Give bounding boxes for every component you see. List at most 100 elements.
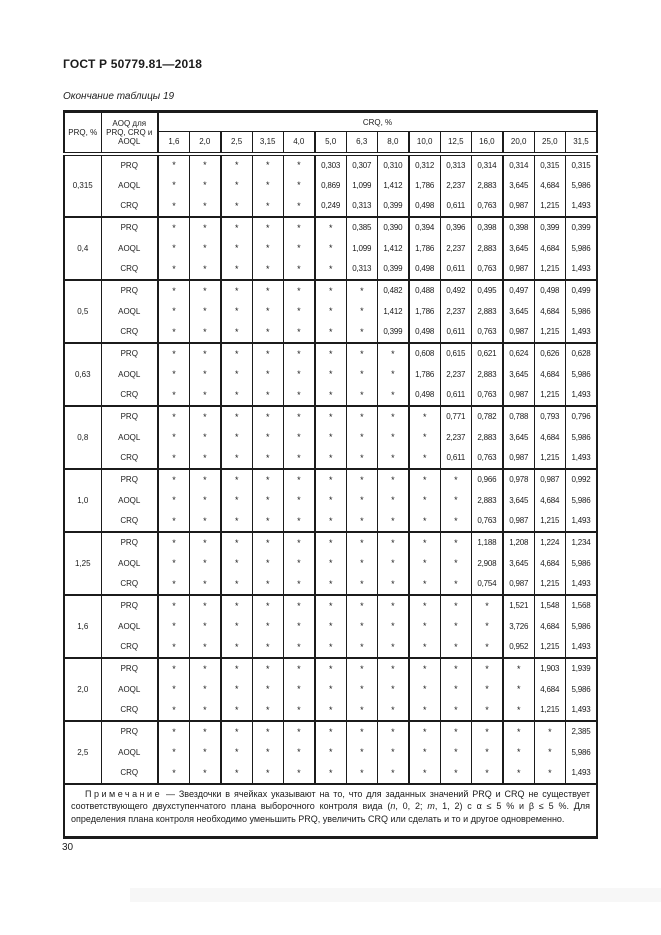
star-cell: * bbox=[220, 300, 253, 322]
star-cell: * bbox=[282, 510, 316, 532]
star-cell: * bbox=[282, 300, 316, 322]
prq-value-cell: 2,0 bbox=[63, 656, 102, 721]
star-cell: * bbox=[282, 426, 316, 448]
star-cell: * bbox=[470, 593, 504, 616]
data-cell: 1,786 bbox=[408, 237, 441, 259]
data-cell: 2,237 bbox=[439, 300, 472, 322]
crq-column-header: 2,5 bbox=[220, 131, 253, 156]
star-cell: * bbox=[251, 426, 284, 448]
star-cell: * bbox=[251, 762, 284, 784]
data-cell: 0,611 bbox=[439, 384, 472, 406]
star-cell: * bbox=[220, 153, 253, 175]
data-cell: 1,786 bbox=[408, 300, 441, 322]
star-cell: * bbox=[408, 615, 441, 637]
row-label-cell: AOQL bbox=[100, 552, 159, 574]
star-cell: * bbox=[188, 237, 222, 259]
data-cell: 1,224 bbox=[533, 530, 566, 553]
star-cell: * bbox=[157, 615, 190, 637]
table-row: 0,315 PRQ * * * * * 0,303 0,307 0,310 0,312 0,313 0,… bbox=[63, 153, 598, 217]
row-label-cell: CRQ bbox=[100, 447, 159, 469]
crq-column-header: 3,15 bbox=[251, 131, 284, 156]
star-cell: * bbox=[408, 678, 441, 700]
star-cell: * bbox=[188, 636, 222, 658]
data-cell: 5,986 bbox=[564, 237, 598, 259]
star-cell: * bbox=[408, 699, 441, 721]
star-cell: * bbox=[188, 573, 222, 595]
star-cell: * bbox=[502, 719, 535, 742]
star-cell: * bbox=[251, 363, 284, 385]
star-cell: * bbox=[220, 489, 253, 511]
data-cell: 1,234 bbox=[564, 530, 598, 553]
data-cell: 1,493 bbox=[564, 573, 598, 595]
star-cell: * bbox=[251, 153, 284, 175]
data-cell: 1,412 bbox=[376, 237, 410, 259]
data-cell: 0,399 bbox=[376, 258, 410, 280]
star-cell: * bbox=[408, 719, 441, 742]
data-cell: 1,188 bbox=[470, 530, 504, 553]
star-cell: * bbox=[157, 489, 190, 511]
note-segment: , 0, 2; bbox=[395, 801, 428, 812]
star-cell: * bbox=[251, 300, 284, 322]
data-cell: 1,412 bbox=[376, 174, 410, 196]
data-cell: 0,315 bbox=[564, 153, 598, 175]
star-cell: * bbox=[251, 215, 284, 238]
star-cell: * bbox=[282, 741, 316, 763]
star-cell: * bbox=[408, 573, 441, 595]
note-segment: , 1, 2) с α ≤ 5 % и β ≤ 5 %. Для определ… bbox=[71, 801, 590, 825]
star-cell: * bbox=[502, 762, 535, 784]
star-cell: * bbox=[502, 741, 535, 763]
star-cell: * bbox=[314, 278, 347, 301]
star-cell: * bbox=[345, 699, 378, 721]
star-cell: * bbox=[157, 530, 190, 553]
star-cell: * bbox=[188, 741, 222, 763]
data-cell: 2,908 bbox=[470, 552, 504, 574]
data-cell: 1,521 bbox=[502, 593, 535, 616]
data-cell: 0,497 bbox=[502, 278, 535, 301]
row-label-cell: AOQL bbox=[100, 678, 159, 700]
star-cell: * bbox=[314, 719, 347, 742]
star-cell: * bbox=[345, 593, 378, 616]
data-cell: 0,987 bbox=[502, 195, 535, 217]
star-cell: * bbox=[282, 573, 316, 595]
data-cell: 0,952 bbox=[502, 636, 535, 658]
data-cell: 0,611 bbox=[439, 258, 472, 280]
star-cell: * bbox=[439, 489, 472, 511]
data-cell: 0,398 bbox=[470, 215, 504, 238]
data-cell: 0,399 bbox=[376, 195, 410, 217]
star-cell: * bbox=[157, 573, 190, 595]
star-cell: * bbox=[470, 656, 504, 679]
data-cell: 0,314 bbox=[502, 153, 535, 175]
data-cell: 4,684 bbox=[533, 615, 566, 637]
star-cell: * bbox=[188, 215, 222, 238]
star-cell: * bbox=[220, 363, 253, 385]
data-cell: 2,883 bbox=[470, 237, 504, 259]
data-cell: 1,786 bbox=[408, 174, 441, 196]
star-cell: * bbox=[188, 510, 222, 532]
star-cell: * bbox=[157, 321, 190, 343]
star-cell: * bbox=[470, 719, 504, 742]
star-cell: * bbox=[345, 656, 378, 679]
data-cell: 0,754 bbox=[470, 573, 504, 595]
prq-value-cell: 1,6 bbox=[63, 593, 102, 658]
star-cell: * bbox=[345, 719, 378, 742]
star-cell: * bbox=[157, 447, 190, 469]
star-cell: * bbox=[220, 510, 253, 532]
row-label-cell: PRQ bbox=[100, 341, 159, 364]
table-row: AOQL * * * * * 0,869 1,099 1,412 1,786 2,237 2,883 3… bbox=[64, 174, 598, 196]
star-cell: * bbox=[188, 530, 222, 553]
crq-column-header: 5,0 bbox=[314, 131, 347, 156]
star-cell: * bbox=[345, 384, 378, 406]
data-cell: 2,883 bbox=[470, 300, 504, 322]
data-cell: 0,390 bbox=[376, 215, 410, 238]
star-cell: * bbox=[314, 636, 347, 658]
star-cell: * bbox=[157, 195, 190, 217]
data-cell: 1,548 bbox=[533, 593, 566, 616]
star-cell: * bbox=[282, 363, 316, 385]
star-cell: * bbox=[251, 678, 284, 700]
star-cell: * bbox=[314, 426, 347, 448]
star-cell: * bbox=[188, 195, 222, 217]
star-cell: * bbox=[220, 237, 253, 259]
star-cell: * bbox=[220, 656, 253, 679]
star-cell: * bbox=[408, 404, 441, 427]
star-cell: * bbox=[282, 237, 316, 259]
